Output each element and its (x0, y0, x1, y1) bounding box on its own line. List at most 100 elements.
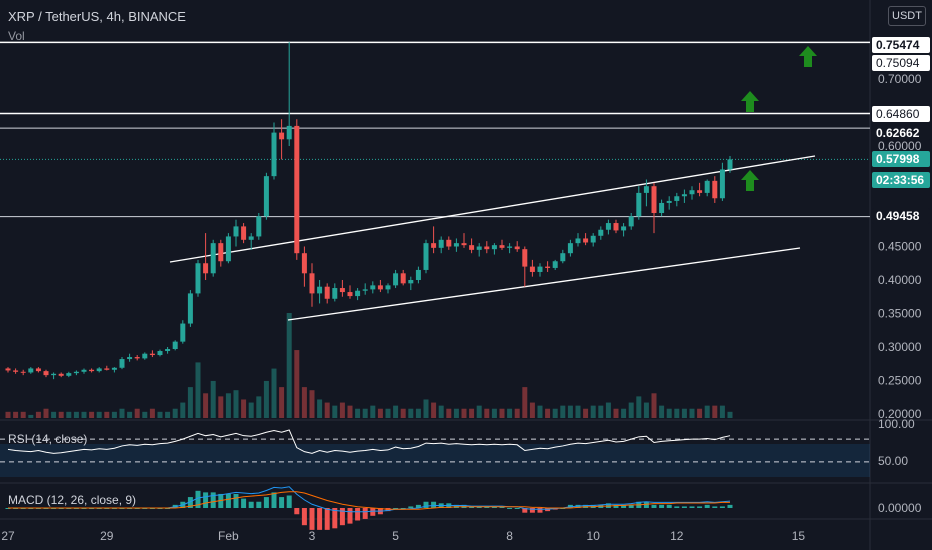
volume-bar (415, 408, 421, 418)
volume-bar (689, 408, 695, 418)
x-tick-label: 5 (392, 529, 399, 543)
volume-bar (339, 402, 345, 418)
candle-body (689, 190, 695, 195)
x-tick-label: 12 (670, 529, 684, 543)
candle-body (355, 290, 361, 297)
rsi-line (7, 429, 731, 454)
macd-histogram-bar (355, 508, 361, 521)
y-tick-label: 0.60000 (878, 139, 922, 153)
candle-body (96, 368, 102, 372)
candle-body (613, 223, 619, 231)
candle-body (347, 292, 353, 297)
volume-bar (605, 402, 611, 418)
volume-bar (165, 411, 171, 418)
countdown-label: 02:33:56 (872, 172, 930, 188)
candle-body (719, 169, 725, 199)
x-tick-label: 29 (100, 529, 114, 543)
volume-bar (674, 408, 680, 418)
volume-bar (66, 411, 72, 418)
candle-body (149, 353, 155, 356)
candle-body (529, 266, 535, 272)
volume-bar (286, 313, 292, 418)
candle-body (286, 125, 292, 140)
macd-histogram-bar (362, 508, 368, 519)
macd-histogram-bar (537, 508, 543, 513)
price-label-064860: 0.64860 (872, 106, 930, 122)
volume-bar (5, 411, 11, 418)
candle-body (377, 285, 383, 290)
volume-bar (279, 387, 285, 418)
volume-bar (111, 411, 117, 418)
macd-histogram-bar (339, 508, 345, 526)
candle-body (43, 371, 49, 376)
volume-bar (370, 405, 376, 418)
volume-bar (20, 411, 26, 418)
volume-bar (294, 350, 300, 418)
volume-bar (408, 408, 414, 418)
candle-body (119, 359, 125, 368)
candle-body (195, 263, 201, 294)
candle-body (81, 369, 87, 372)
candle-body (309, 273, 315, 294)
candle-body (248, 236, 254, 240)
candle-body (13, 370, 19, 372)
volume-bar (309, 390, 315, 418)
candle-body (423, 243, 429, 270)
candle-body (385, 285, 391, 290)
volume-bar (142, 411, 148, 418)
volume-bar (73, 411, 79, 418)
volume-bar (522, 387, 528, 418)
macd-histogram-bar (522, 508, 528, 513)
candle-body (453, 243, 459, 247)
candle-body (408, 280, 414, 284)
channel-lower-line (287, 247, 801, 321)
price-label-075474: 0.75474 (872, 37, 930, 53)
candle-body (507, 246, 513, 248)
y-tick-label: 0.45000 (878, 240, 922, 254)
volume-bar (499, 408, 505, 418)
macd-histogram-bar (294, 508, 300, 515)
volume-bar (659, 405, 665, 418)
x-tick-label: 10 (587, 529, 601, 543)
macd-histogram-bar (613, 504, 619, 508)
y-tick-label: 0.25000 (878, 374, 922, 388)
candle-body (35, 368, 41, 372)
candle-body (567, 243, 573, 254)
candle-body (20, 371, 26, 373)
macd-histogram-bar (529, 508, 535, 513)
current-price-label: 0.57998 (872, 151, 930, 167)
y-tick-label: 0.70000 (878, 72, 922, 86)
candle-body (704, 180, 710, 193)
candle-body (583, 238, 589, 243)
candle-body (537, 266, 543, 272)
macd-histogram-bar (431, 501, 437, 508)
currency-button[interactable]: USDT (888, 6, 926, 26)
candle-body (712, 180, 718, 199)
macd-histogram-bar (271, 492, 277, 508)
volume-bar (491, 408, 497, 418)
candle-body (636, 192, 642, 217)
macd-histogram-bar (233, 493, 239, 508)
candle-body (180, 323, 186, 342)
candle-body (560, 253, 566, 262)
y-tick-label: 0.20000 (878, 407, 922, 421)
candle-body (659, 202, 665, 213)
macd-histogram-bar (681, 506, 687, 508)
up-arrow-icon (741, 91, 759, 112)
volume-bar (636, 396, 642, 418)
candle-body (111, 367, 117, 370)
macd-histogram-bar (309, 508, 315, 530)
candle-body (203, 263, 209, 274)
macd-histogram-bar (659, 504, 665, 508)
macd-label: MACD (12, 26, close, 9) (8, 493, 137, 507)
macd-histogram-bar (248, 501, 254, 508)
candle-body (271, 132, 277, 177)
rsi-axis-label: 50.00 (878, 454, 908, 468)
candle-body (461, 243, 467, 246)
candle-body (370, 285, 376, 290)
macd-histogram-bar (195, 490, 201, 508)
volume-bar (400, 408, 406, 418)
volume-bar (651, 393, 657, 418)
macd-histogram-bar (332, 508, 338, 529)
